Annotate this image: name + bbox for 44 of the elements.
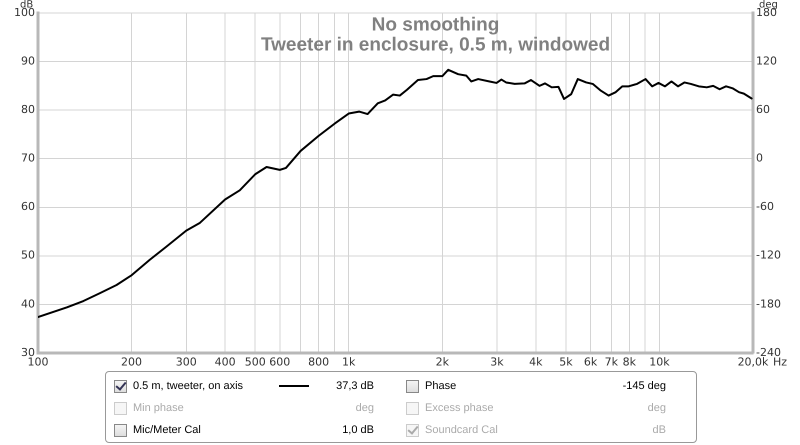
y-tick-label: 50 — [21, 248, 35, 262]
y-tick-label: 30 — [21, 346, 35, 359]
x-tick-label: 3k — [490, 355, 504, 368]
x-tick-label: 1k — [342, 355, 356, 368]
y-tick-label: 70 — [21, 152, 35, 165]
text: 1,0 dB — [342, 424, 374, 436]
x-tick-label: 5k — [559, 355, 574, 368]
x-tick-label: 200 — [121, 355, 142, 368]
x-tick-label: 300 — [176, 355, 197, 368]
x-tick-label: 800 — [308, 355, 330, 368]
x-axis-title: Hz — [773, 355, 788, 368]
legend-label: 0.5 m, tweeter, on axis — [133, 380, 244, 392]
text: Excess phase — [425, 402, 494, 414]
x-tick-label: 600 — [269, 355, 290, 368]
x-tick-label: 20,0k — [738, 355, 770, 368]
y2-tick-label: -180 — [756, 297, 781, 310]
y-tick-label: 60 — [21, 200, 35, 214]
text: deg — [648, 402, 666, 414]
text: dB — [652, 424, 666, 436]
y2-tick-label: 60 — [756, 103, 770, 116]
chart-title: No smoothing — [372, 14, 500, 36]
x-tick-label: 10k — [649, 355, 670, 368]
y-tick-label: 40 — [21, 297, 35, 310]
text: -145 deg — [622, 380, 666, 392]
y-tick-label: 90 — [21, 54, 35, 68]
y2-tick-label: 0 — [756, 152, 763, 165]
y2-tick-label: 120 — [756, 54, 777, 68]
y-tick-label: 80 — [21, 103, 35, 116]
text: Min phase — [133, 402, 184, 414]
text: 37,3 dB — [336, 380, 374, 392]
x-tick-label: 500 — [244, 355, 266, 368]
text: Phase — [425, 380, 456, 392]
y2-tick-label: -60 — [756, 200, 774, 214]
text: Tweeter in enclosure, 0.5 m, windowed — [260, 34, 610, 56]
x-tick-label: 7k — [604, 355, 619, 368]
text: deg — [356, 402, 374, 414]
text: Soundcard Cal — [425, 424, 498, 436]
x-tick-label: 8k — [622, 355, 637, 368]
x-tick-label: 2k — [436, 355, 450, 368]
text: Mic/Meter Cal — [133, 424, 201, 436]
x-tick-label: 400 — [214, 355, 236, 368]
x-tick-label: 6k — [584, 355, 598, 368]
y2-tick-label: -120 — [756, 248, 781, 262]
x-tick-label: 4k — [529, 355, 544, 368]
